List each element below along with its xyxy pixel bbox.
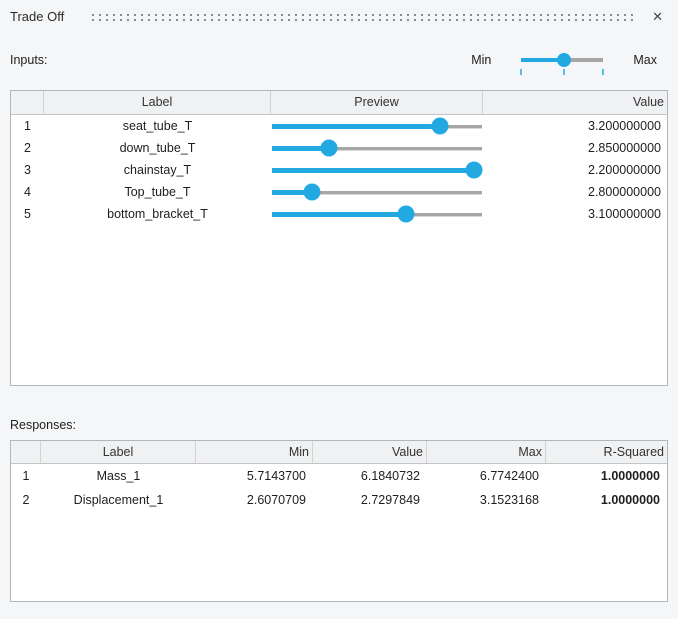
row-number: 2 [24,141,31,155]
response-value: 2.7297849 [360,493,420,507]
preview-cell [271,137,483,159]
input-table-row: 1 seat_tube_T 3.200000000 [11,115,667,137]
global-range-slider[interactable] [520,47,605,77]
slider-tick [602,69,605,75]
preview-slider-rest [328,147,482,150]
preview-slider-fill [272,168,474,173]
input-label: Top_tube_T [124,185,191,199]
title-bar: Trade Off ✕ [0,0,678,32]
header-label: Label [44,91,271,114]
input-value: 3.200000000 [588,119,661,133]
inputs-section-label: Inputs: [10,53,48,67]
row-number: 1 [24,119,31,133]
response-table-row: 1 Mass_1 5.7143700 6.1840732 6.7742400 1… [11,464,667,488]
input-value: 2.850000000 [588,141,661,155]
preview-slider-fill [272,146,329,151]
slider-tick [563,69,565,75]
preview-slider-handle[interactable] [320,139,338,157]
inputs-table: Label Preview Value 1 seat_tube_T 3.2000… [10,90,668,386]
response-min: 2.6070709 [246,493,306,507]
preview-slider[interactable] [272,181,482,203]
max-label: Max [633,53,657,67]
header-value: Value [313,441,427,463]
preview-slider[interactable] [272,203,482,225]
preview-slider-handle[interactable] [303,183,321,201]
response-table-row: 2 Displacement_1 2.6070709 2.7297849 3.1… [11,488,667,512]
row-number: 4 [24,185,31,199]
inputs-table-body: 1 seat_tube_T 3.200000000 2 down_tube_T … [11,115,667,225]
row-number: 1 [22,469,30,483]
response-r-squared: 1.0000000 [600,469,660,483]
preview-slider-handle[interactable] [397,205,415,223]
input-value: 2.200000000 [588,163,661,177]
preview-slider[interactable] [272,115,482,137]
response-max: 3.1523168 [479,493,539,507]
preview-slider-rest [406,213,482,216]
response-value: 6.1840732 [360,469,420,483]
preview-cell [271,181,483,203]
preview-slider[interactable] [272,137,482,159]
preview-slider-handle[interactable] [431,117,449,135]
preview-slider-fill [272,124,440,129]
response-label: Mass_1 [96,469,141,483]
panel-title: Trade Off [10,8,65,24]
input-table-row: 4 Top_tube_T 2.800000000 [11,181,667,203]
preview-slider[interactable] [272,159,483,181]
global-slider-handle[interactable] [557,53,571,67]
header-row-number [11,91,44,114]
min-label: Min [471,53,492,67]
preview-slider-rest [311,191,482,194]
input-value: 3.100000000 [588,207,661,221]
responses-section-label: Responses: [10,418,77,432]
preview-cell [271,159,483,181]
preview-cell [271,203,483,225]
responses-table-header: Label Min Value Max R-Squared [11,441,667,464]
input-label: chainstay_T [123,163,192,177]
responses-table-body: 1 Mass_1 5.7143700 6.1840732 6.7742400 1… [11,464,667,512]
response-r-squared: 1.0000000 [600,493,660,507]
row-number: 2 [22,493,30,507]
response-min: 5.7143700 [246,469,306,483]
row-number: 3 [24,163,31,177]
drag-handle-icon[interactable] [92,13,636,21]
slider-tick [520,69,523,75]
input-label: down_tube_T [119,141,196,155]
header-label: Label [41,441,196,463]
inputs-table-header: Label Preview Value [11,91,667,115]
inputs-bar: Inputs: Min Max [0,38,678,82]
input-table-row: 5 bottom_bracket_T 3.100000000 [11,203,667,225]
preview-slider-handle[interactable] [465,161,483,179]
preview-cell [271,115,483,137]
preview-slider-fill [272,190,312,195]
input-label: bottom_bracket_T [107,207,208,221]
input-table-row: 3 chainstay_T 2.200000000 [11,159,667,181]
responses-table: Label Min Value Max R-Squared 1 Mass_1 5… [10,440,668,602]
response-label: Displacement_1 [73,493,164,507]
preview-slider-fill [272,212,407,217]
close-icon[interactable]: ✕ [652,8,663,24]
global-slider-rest [564,58,604,62]
header-r-squared: R-Squared [603,445,664,459]
header-preview: Preview [271,91,483,114]
response-max: 6.7742400 [479,469,539,483]
preview-slider-rest [440,125,482,128]
header-min: Min [196,441,313,463]
input-table-row: 2 down_tube_T 2.850000000 [11,137,667,159]
header-row-number [11,441,41,463]
input-value: 2.800000000 [588,185,661,199]
header-max: Max [427,441,546,463]
input-label: seat_tube_T [122,119,193,133]
header-value: Value [632,95,664,109]
row-number: 5 [24,207,31,221]
global-slider-fill [521,58,564,62]
